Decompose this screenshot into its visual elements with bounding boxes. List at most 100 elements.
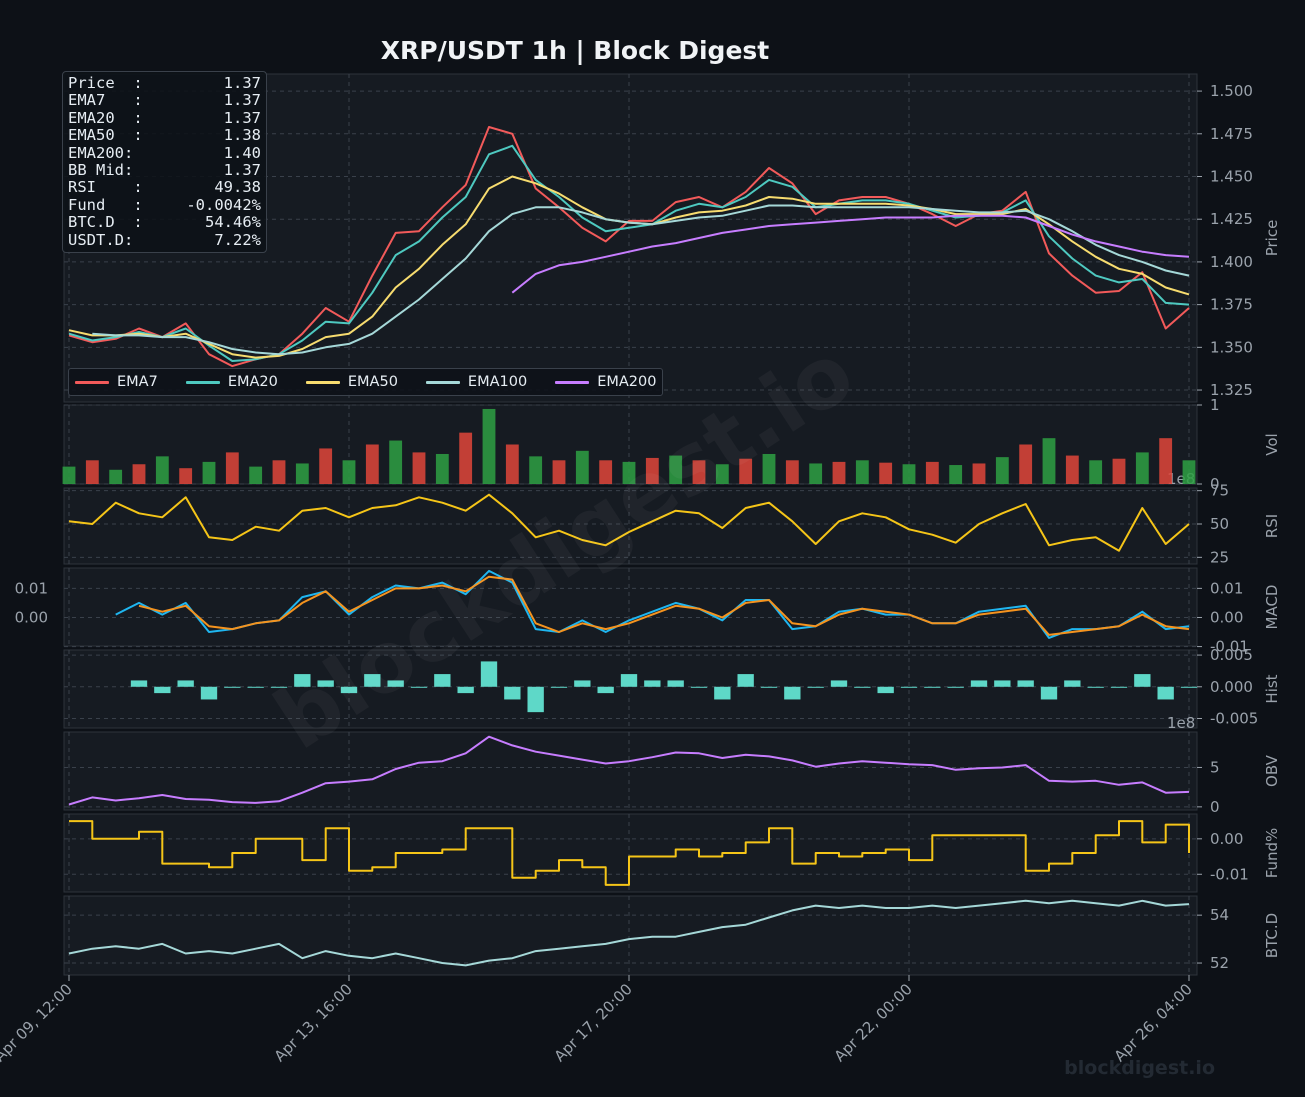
y-axis-label: BTC.D	[1263, 913, 1281, 958]
legend-item: EMA200	[555, 374, 656, 390]
x-tick-label: Apr 22, 00:00	[831, 980, 916, 1065]
histogram-bar	[434, 674, 451, 687]
volume-bar	[435, 453, 449, 484]
volume-bar	[1135, 452, 1149, 484]
histogram-bar	[177, 680, 194, 687]
volume-bar	[202, 461, 216, 484]
legend-label: EMA7	[117, 374, 158, 390]
chart-title: XRP/USDT 1h | Block Digest	[380, 36, 770, 65]
volume-bar	[179, 468, 193, 484]
legend-item: EMA7	[75, 374, 158, 390]
series-line-obv-0	[68, 735, 1190, 806]
y-tick-label-left: 0.01	[15, 579, 48, 597]
histogram-bar	[457, 686, 474, 694]
y-axis-label: Fund%	[1263, 828, 1281, 879]
info-value: 1.37	[223, 161, 261, 180]
y-tick-label: 1	[1210, 396, 1220, 414]
volume-bar	[599, 460, 613, 484]
histogram-bar	[900, 686, 918, 688]
legend-label: EMA200	[597, 374, 657, 390]
y-tick-label: 54	[1210, 906, 1229, 924]
volume-bar	[1019, 444, 1033, 484]
info-row: Price : 1.37	[68, 74, 261, 92]
info-row: EMA20 : 1.37	[68, 109, 261, 127]
histogram-bar	[364, 674, 381, 687]
legend-swatch	[75, 380, 109, 384]
y-tick-label: 0.00	[1210, 608, 1243, 626]
info-value: 1.40	[223, 143, 261, 162]
x-tick-label: Apr 26, 04:00	[1111, 980, 1196, 1065]
histogram-bar	[877, 686, 894, 694]
y-tick-label: -0.01	[1210, 865, 1249, 883]
histogram-bar	[550, 686, 568, 688]
series-line-price-ema100	[92, 204, 1190, 356]
volume-bar	[879, 462, 893, 484]
volume-bar	[62, 466, 76, 484]
y-tick-label: 75	[1210, 482, 1229, 500]
legend-label: EMA20	[227, 374, 278, 390]
info-row: EMA50 : 1.38	[68, 126, 261, 144]
panel-obv	[63, 731, 1198, 811]
info-row: BB Mid: 1.37	[68, 161, 261, 180]
volume-bar	[995, 457, 1009, 484]
histogram-bar	[807, 686, 824, 688]
volume-bar	[925, 461, 939, 484]
volume-bar	[902, 464, 916, 484]
info-label: EMA7 :	[68, 91, 143, 110]
volume-bar	[832, 461, 846, 484]
histogram-bar	[270, 686, 288, 688]
volume-bar	[482, 408, 496, 484]
legend-item: EMA100	[425, 374, 527, 390]
y-axis-label: Vol	[1263, 433, 1281, 455]
info-value: 1.37	[223, 74, 261, 92]
volume-bar	[342, 460, 356, 484]
info-value: 1.37	[223, 91, 261, 110]
volume-bar	[739, 458, 753, 484]
volume-bar	[155, 456, 169, 484]
volume-bar	[272, 460, 286, 484]
volume-bar	[575, 450, 589, 484]
histogram-bar	[924, 686, 941, 688]
y-tick-label: 0.00	[1210, 830, 1243, 848]
volume-bar	[855, 460, 869, 484]
volume-bar	[645, 457, 659, 484]
volume-bar	[319, 448, 333, 484]
volume-bar	[809, 463, 823, 484]
volume-bar	[109, 469, 123, 484]
info-row: EMA200: 1.40	[68, 143, 261, 162]
series-line-rsi-0	[68, 493, 1190, 552]
volume-bar	[715, 464, 729, 484]
histogram-bar	[830, 680, 848, 687]
volume-bar	[249, 466, 263, 484]
y-tick-label: 1.475	[1210, 125, 1253, 143]
y-tick-label: 1.325	[1210, 381, 1253, 399]
histogram-bar	[1087, 686, 1104, 688]
panel-hist	[63, 649, 1198, 729]
info-label: BTC.D :	[68, 213, 143, 232]
info-row: RSI : 49.38	[68, 178, 261, 197]
legend-swatch	[305, 380, 340, 384]
histogram-bar	[714, 686, 731, 700]
y-tick-label: 1.425	[1210, 210, 1253, 228]
legend-swatch	[185, 380, 220, 384]
histogram-bar	[410, 686, 428, 688]
info-label: RSI :	[68, 178, 143, 197]
info-row: USDT.D: 7.22%	[68, 231, 261, 249]
x-tick-label: Apr 09, 12:00	[0, 980, 76, 1065]
series-line-funding-0	[69, 820, 1190, 886]
volume-bar	[1159, 438, 1173, 484]
histogram-bar	[387, 680, 404, 687]
footer-watermark: blockdigest.io	[1064, 1057, 1215, 1079]
volume-bar	[622, 461, 636, 484]
volume-bar	[365, 444, 379, 484]
y-tick-label: -0.01	[1210, 638, 1249, 656]
legend: EMA7 EMA20 EMA50 EMA100 EMA200	[68, 368, 664, 396]
histogram-bar	[994, 680, 1011, 687]
y-tick-label: 1.450	[1210, 168, 1253, 186]
series-line-macd-1	[138, 575, 1190, 636]
volume-bar	[692, 460, 706, 484]
y-tick-label: 5	[1210, 758, 1220, 776]
volume-bar	[1089, 460, 1103, 484]
series-line-macd-0	[115, 569, 1190, 639]
